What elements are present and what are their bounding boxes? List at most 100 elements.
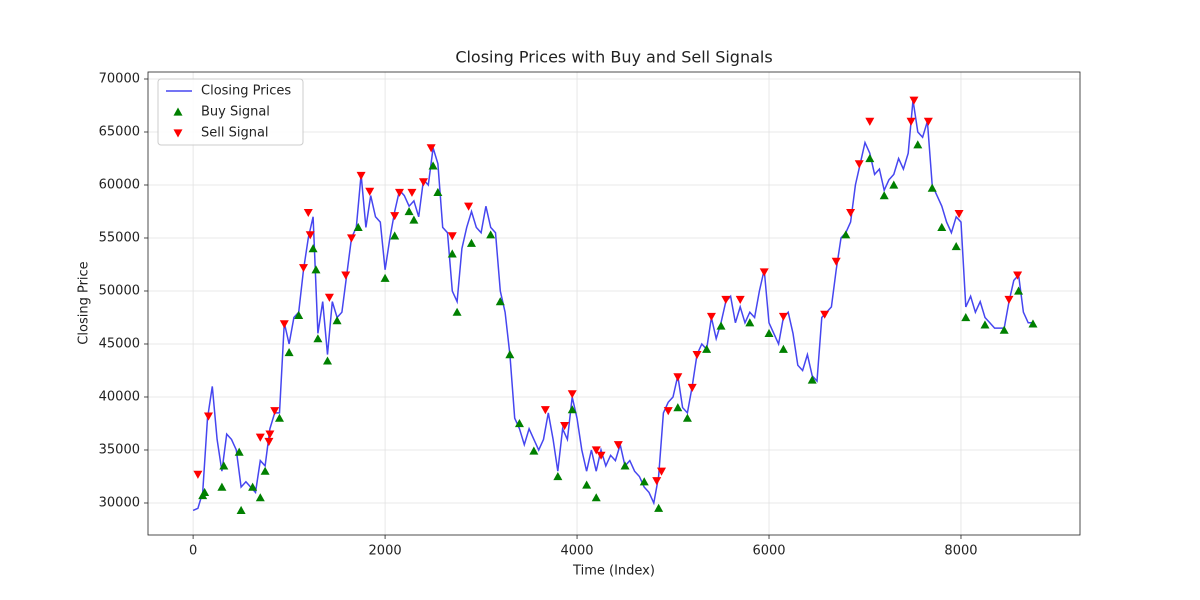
y-tick-label: 70000	[99, 71, 140, 86]
sell-marker	[203, 412, 213, 421]
buy-marker	[234, 447, 244, 456]
x-tick-label: 2000	[369, 544, 402, 559]
y-tick-label: 50000	[99, 283, 140, 298]
sell-marker	[567, 390, 577, 399]
sell-marker	[540, 406, 550, 415]
sell-marker	[735, 295, 745, 304]
buy-marker	[353, 222, 363, 231]
buy-marker	[865, 153, 875, 163]
sell-marker	[692, 350, 702, 360]
buy-marker	[433, 187, 443, 197]
buy-marker	[673, 403, 683, 412]
plot-frame	[147, 71, 1081, 536]
sell-marker	[1004, 295, 1014, 304]
sell-marker	[365, 187, 375, 196]
buy-marker	[217, 482, 227, 491]
buy-marker	[745, 318, 755, 327]
sell-marker	[356, 171, 366, 180]
buy-marker	[311, 265, 321, 274]
buy-marker	[639, 477, 649, 486]
sell-marker	[418, 178, 428, 187]
sell-marker	[687, 383, 697, 392]
sell-marker	[906, 117, 916, 126]
sell-marker	[846, 208, 856, 218]
buy-marker	[913, 140, 923, 149]
buy-marker	[322, 356, 332, 365]
buy-marker	[582, 480, 592, 489]
buy-marker	[591, 493, 601, 502]
sell-marker	[390, 212, 400, 221]
sell-marker	[778, 312, 788, 321]
sell-marker	[706, 312, 716, 321]
buy-marker	[404, 206, 414, 216]
sell-marker	[721, 295, 731, 304]
sell-marker	[270, 407, 280, 416]
price-line	[192, 100, 1033, 512]
buy-marker	[505, 350, 515, 359]
sell-marker	[854, 160, 864, 169]
sell-marker	[426, 144, 436, 153]
sell-marker	[193, 470, 203, 479]
legend-label: Closing Prices	[201, 84, 291, 99]
buy-marker	[514, 418, 524, 428]
sell-marker	[265, 430, 275, 439]
sell-marker	[613, 441, 623, 450]
buy-marker	[961, 312, 971, 322]
x-tick-label: 6000	[752, 544, 785, 559]
sell-marker	[759, 268, 769, 277]
buy-marker	[529, 446, 539, 455]
buy-marker	[294, 310, 304, 319]
sell-marker	[596, 451, 606, 460]
buy-marker	[284, 347, 294, 357]
buy-marker	[889, 180, 899, 189]
legend-marker	[173, 129, 183, 138]
buy-marker	[308, 244, 318, 253]
x-tick-label: 0	[189, 544, 197, 559]
sell-marker	[591, 446, 601, 455]
buy-marker	[248, 482, 258, 491]
sell-marker	[652, 477, 662, 486]
sell-marker	[831, 257, 841, 266]
x-axis-label: Time (Index)	[572, 564, 655, 579]
buy-marker	[452, 307, 462, 316]
buy-marker	[1014, 286, 1024, 295]
buy-marker	[807, 375, 817, 384]
sell-marker	[255, 433, 265, 442]
y-tick-label: 45000	[99, 336, 140, 351]
buy-marker	[620, 461, 630, 470]
sell-marker	[341, 271, 351, 280]
buy-marker	[553, 471, 563, 481]
buy-marker	[313, 334, 323, 343]
x-tick-label: 4000	[560, 544, 593, 559]
buy-marker	[1028, 319, 1038, 328]
y-tick-label: 30000	[99, 495, 140, 510]
buy-marker	[567, 405, 577, 414]
buy-marker	[937, 222, 947, 231]
buy-marker	[200, 487, 210, 496]
buy-marker	[255, 493, 265, 502]
sell-marker	[305, 231, 315, 240]
y-tick-label: 60000	[99, 177, 140, 192]
buy-marker	[332, 316, 342, 325]
buy-marker	[682, 413, 692, 422]
buy-marker	[447, 249, 457, 258]
y-tick-label: 35000	[99, 442, 140, 457]
buy-marker	[879, 191, 889, 200]
buy-marker	[927, 183, 937, 192]
buy-marker	[390, 231, 400, 240]
sell-marker	[346, 234, 356, 243]
buy-marker	[764, 328, 774, 337]
sell-marker	[279, 320, 289, 329]
buy-marker	[260, 466, 270, 475]
legend-label: Sell Signal	[201, 126, 269, 141]
sell-marker	[657, 467, 667, 476]
y-axis-label: Closing Price	[77, 261, 92, 344]
buy-marker	[654, 503, 664, 512]
sell-marker	[1013, 271, 1023, 280]
buy-marker	[716, 321, 726, 330]
buy-marker	[466, 238, 476, 247]
buy-marker	[380, 273, 390, 282]
chart-title: Closing Prices with Buy and Sell Signals	[455, 48, 772, 67]
legend-label: Buy Signal	[201, 105, 270, 120]
